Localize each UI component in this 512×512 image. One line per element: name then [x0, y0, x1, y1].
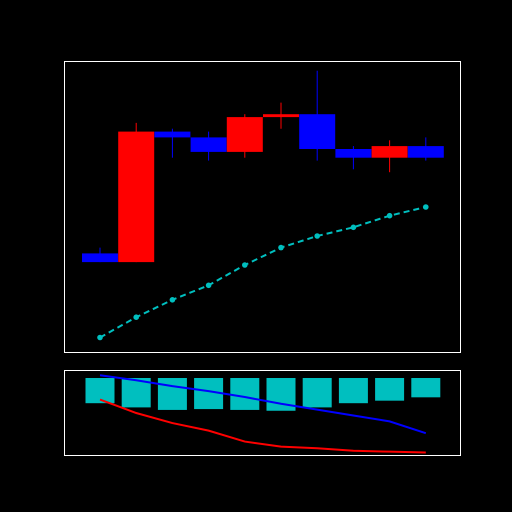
- candle-body: [226, 117, 263, 152]
- candle-body: [335, 149, 372, 158]
- candlestick-panel: [64, 61, 461, 353]
- volume-bar: [85, 378, 115, 404]
- candle-body: [82, 253, 118, 263]
- volume-bar: [411, 378, 441, 398]
- candle-body: [190, 137, 227, 152]
- trend-point: [133, 314, 139, 321]
- main-panel-frame: [64, 61, 461, 353]
- candle-body: [263, 114, 299, 118]
- trend-line-series: [97, 204, 429, 341]
- candle-body: [118, 131, 155, 263]
- candle-body: [407, 146, 444, 158]
- trend-point: [423, 204, 429, 210]
- trend-line: [99, 206, 427, 339]
- blue-indicator-line: [99, 374, 427, 435]
- volume-bar: [375, 378, 405, 401]
- trend-point: [169, 297, 176, 303]
- candle-body: [371, 146, 408, 158]
- volume-bar: [121, 378, 151, 408]
- volume-bar: [230, 378, 260, 410]
- trend-point: [278, 244, 284, 251]
- trend-point: [97, 334, 103, 341]
- volume-panel: [64, 370, 461, 456]
- candle-body: [154, 131, 191, 138]
- trend-point: [242, 262, 248, 268]
- indicator-lines: [99, 374, 427, 454]
- volume-panel-frame: [64, 370, 461, 456]
- candle-body: [299, 114, 336, 149]
- trend-point: [314, 233, 321, 239]
- candles: [82, 70, 444, 263]
- trend-point: [386, 212, 393, 219]
- volume-bar: [338, 378, 368, 404]
- volume-bar: [157, 378, 187, 410]
- trend-point: [205, 282, 212, 289]
- red-indicator-line: [99, 398, 426, 454]
- volume-bar: [302, 378, 332, 408]
- trend-point: [350, 224, 357, 231]
